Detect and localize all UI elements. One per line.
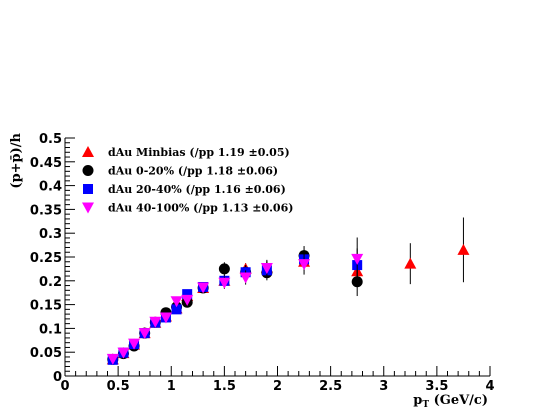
y-tick-label: 0.1 [39, 322, 62, 337]
legend-marker [83, 184, 93, 194]
y-tick-label: 0.25 [30, 251, 62, 266]
series-1 [106, 217, 470, 365]
x-tick-label: 1.5 [213, 379, 236, 394]
legend-marker [82, 146, 94, 157]
y-tick-label: 0.4 [39, 180, 62, 195]
legend: dAu Minbias (/pp 1.19 ±0.05) dAu 0-20% (/… [82, 146, 293, 215]
series-2 [107, 246, 363, 365]
data-point [218, 277, 231, 289]
data-point [170, 296, 183, 308]
x-tick-label: 4 [485, 379, 494, 394]
data-point [171, 304, 182, 315]
x-axis-ticks: 0 0.5 1 1.5 2 2.5 3 3.5 4 [60, 366, 495, 394]
data-point [298, 259, 311, 271]
legend-label: dAu 0-20% (/pp 1.18 ±0.06) [108, 165, 278, 178]
data-point [181, 294, 194, 306]
y-tick-label: 0.15 [30, 299, 62, 314]
data-point [138, 328, 151, 340]
x-tick-label: 3.5 [425, 379, 448, 394]
data-point [128, 338, 141, 350]
x-tick-label: 1 [167, 379, 176, 394]
y-tick-label: 0.35 [30, 203, 62, 218]
series-4 [106, 237, 364, 365]
legend-label: dAu 40-100% (/pp 1.13 ±0.06) [108, 202, 293, 215]
data-point [457, 243, 470, 255]
x-tick-label: 3 [379, 379, 388, 394]
x-tick-label: 0 [60, 379, 69, 394]
y-tick-label: 0.5 [39, 132, 62, 147]
data-point [149, 316, 162, 328]
data-point [218, 263, 230, 275]
legend-marker [82, 202, 94, 214]
data-series-layer [106, 217, 470, 365]
data-point [351, 253, 364, 265]
data-point [239, 272, 252, 284]
x-tick-label: 2.5 [319, 379, 342, 394]
data-point [260, 262, 273, 274]
data-point [159, 312, 172, 324]
data-point [117, 347, 130, 359]
data-point [182, 289, 193, 300]
y-tick-label: 0.45 [30, 156, 62, 171]
data-point [106, 353, 119, 365]
data-point [404, 257, 417, 269]
data-point [197, 282, 210, 294]
y-axis-ticks: 0 0.05 0.1 0.15 0.2 0.25 0.3 0.35 0.4 0.45 0.5 [30, 132, 75, 385]
y-axis-title: (p+p̄)/h [9, 132, 24, 188]
legend-label: dAu Minbias (/pp 1.19 ±0.05) [108, 146, 290, 159]
y-tick-label: 0 [53, 370, 62, 385]
x-tick-label: 2 [273, 379, 282, 394]
x-axis-title: pT (GeV/c) [413, 393, 488, 410]
legend-marker [82, 165, 94, 176]
series-3 [107, 248, 363, 365]
x-tick-label: 0.5 [107, 379, 130, 394]
y-tick-label: 0.05 [30, 346, 62, 361]
y-tick-label: 0.2 [39, 275, 62, 290]
y-tick-label: 0.3 [39, 227, 62, 242]
legend-label: dAu 20-40% (/pp 1.16 ±0.06) [108, 183, 286, 196]
